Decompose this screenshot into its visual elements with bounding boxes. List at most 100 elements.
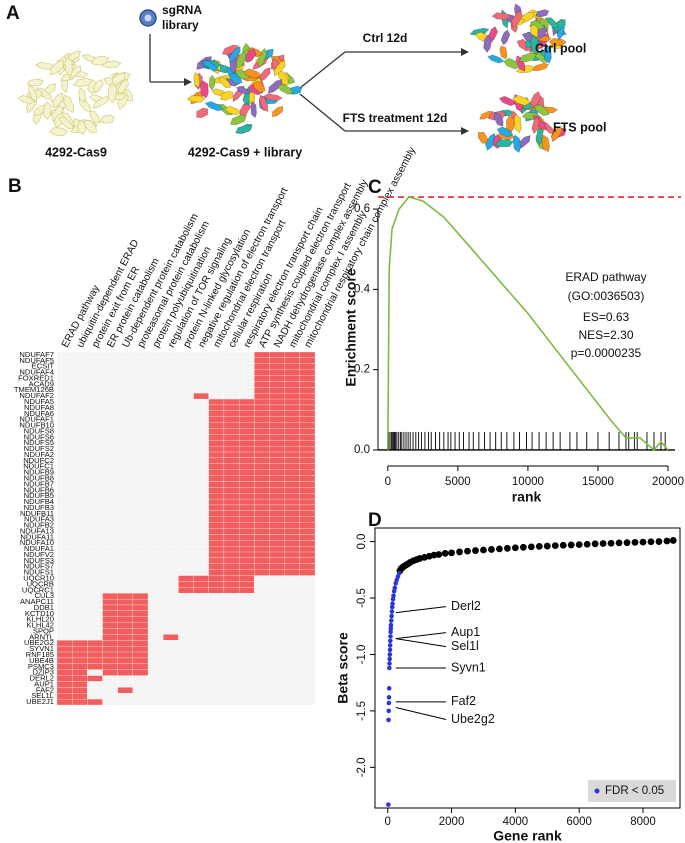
- heatmap-cell: [147, 416, 164, 423]
- heatmap-cell: [269, 557, 285, 564]
- cell-icon: [107, 82, 117, 104]
- heatmap-cell: [193, 375, 209, 382]
- heatmap-cell: [72, 698, 88, 706]
- heatmap-cell: [87, 610, 103, 617]
- heatmap-cell: [208, 587, 225, 594]
- heatmap-cell: [132, 628, 149, 635]
- heatmap-cell: [238, 351, 255, 359]
- heatmap-cell: [208, 393, 225, 400]
- row-label: ECSIT: [32, 362, 55, 371]
- heatmap-cell: [56, 534, 73, 541]
- cell-icon: [278, 70, 289, 86]
- heatmap-cell: [56, 451, 73, 459]
- heatmap-cell: [223, 357, 240, 364]
- heatmap-cell: [132, 663, 149, 670]
- heatmap-cell: [299, 681, 316, 688]
- heatmap-cell: [269, 693, 285, 700]
- leader-line: [395, 638, 447, 648]
- heatmap-cell: [132, 357, 149, 364]
- heatmap-cell: [132, 351, 149, 359]
- heatmap-cell: [102, 669, 118, 676]
- row-label: SYVN1: [29, 644, 54, 653]
- heatmap-cell: [254, 693, 270, 700]
- heatmap-cell: [254, 387, 270, 394]
- data-point: [511, 544, 519, 552]
- heatmap-cell: [147, 369, 164, 376]
- heatmap-cell: [102, 551, 118, 559]
- heatmap-cell: [178, 393, 194, 400]
- heatmap-cell: [284, 698, 300, 706]
- heatmap-cell: [193, 675, 209, 682]
- heatmap-cell: [56, 551, 73, 559]
- heatmap-cell: [72, 657, 88, 664]
- heatmap-cell: [223, 504, 240, 511]
- cell-icon: [548, 37, 567, 47]
- heatmap-cell: [132, 593, 149, 600]
- heatmap-cell: [163, 351, 179, 359]
- heatmap-cell: [117, 663, 134, 670]
- heatmap-cell: [178, 428, 194, 435]
- heatmap-cell: [163, 410, 179, 417]
- heatmap-cell: [223, 522, 240, 529]
- heatmap-cell: [178, 663, 194, 670]
- heatmap-cell: [254, 575, 270, 582]
- heatmap-cell: [254, 404, 270, 411]
- heatmap-cell: [87, 451, 103, 459]
- heatmap-cell: [223, 681, 240, 688]
- x-tick-label: 15000: [582, 476, 614, 488]
- heatmap-cell: [193, 540, 209, 547]
- heatmap-cell: [117, 581, 134, 588]
- heatmap-cell: [72, 510, 88, 517]
- heatmap-cell: [147, 687, 164, 694]
- heatmap-cell: [117, 481, 134, 488]
- heatmap-cell: [117, 593, 134, 600]
- heatmap-cell: [269, 475, 285, 482]
- heatmap-cell: [299, 434, 316, 441]
- heatmap-cell: [178, 416, 194, 423]
- heatmap-cell: [163, 357, 179, 364]
- heatmap-cell: [238, 698, 255, 706]
- heatmap-cell: [132, 646, 149, 653]
- heatmap-cell: [254, 381, 270, 388]
- heatmap-cell: [102, 475, 118, 482]
- heatmap-cell: [56, 357, 73, 364]
- heatmap-cell: [208, 569, 225, 576]
- heatmap-cell: [163, 446, 179, 453]
- heatmap-cell: [178, 510, 194, 517]
- heatmap-cell: [238, 651, 255, 659]
- cell-icon: [26, 78, 45, 86]
- cell-icon: [229, 45, 241, 64]
- heatmap-cell: [117, 422, 134, 429]
- x-tick-label: 2000: [439, 816, 465, 828]
- heatmap-cell: [238, 663, 255, 670]
- data-point: [390, 596, 396, 602]
- cell-icon: [17, 95, 36, 105]
- heatmap-cell: [132, 522, 149, 529]
- heatmap-cell: [72, 587, 88, 594]
- heatmap-cell: [223, 687, 240, 694]
- cell-icon: [483, 34, 493, 53]
- heatmap-cell: [193, 481, 209, 488]
- heatmap-cell: [208, 375, 225, 382]
- heatmap-cell: [208, 693, 225, 700]
- heatmap-cell: [299, 493, 316, 500]
- cell-icon: [49, 127, 68, 137]
- heatmap-cell: [269, 593, 285, 600]
- heatmap-cell: [72, 581, 88, 588]
- heatmap-cell: [117, 646, 134, 653]
- heatmap-cell: [284, 357, 300, 364]
- pool-label: FTS pool: [553, 120, 606, 134]
- heatmap-cell: [163, 634, 179, 641]
- heatmap-cell: [147, 398, 164, 406]
- heatmap-cell: [178, 381, 194, 388]
- heatmap-cell: [178, 475, 194, 482]
- heatmap-cell: [178, 651, 194, 659]
- heatmap-cell: [163, 487, 179, 494]
- heatmap-cell: [132, 687, 149, 694]
- heatmap-cell: [102, 646, 118, 653]
- annotation: ES=0.63: [583, 310, 630, 324]
- heatmap-cell: [269, 628, 285, 635]
- heatmap-cell: [193, 687, 209, 694]
- row-label: NDUFB11: [20, 509, 54, 518]
- cell-icon: [235, 124, 253, 134]
